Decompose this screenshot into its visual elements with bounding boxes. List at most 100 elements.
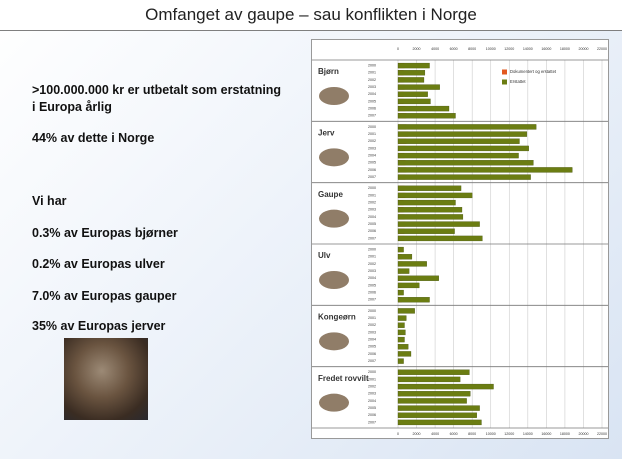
x-tick-label: 18000 bbox=[560, 47, 570, 51]
year-label: 2003 bbox=[368, 146, 376, 150]
year-label: 2000 bbox=[368, 64, 376, 68]
x-tick-label: 20000 bbox=[578, 47, 588, 51]
bar bbox=[397, 174, 531, 180]
group-label: Bjørn bbox=[318, 67, 339, 76]
animal-icon bbox=[319, 148, 349, 167]
bar bbox=[397, 398, 467, 404]
bar bbox=[397, 160, 534, 166]
year-label: 2002 bbox=[368, 139, 376, 143]
bar bbox=[397, 419, 482, 426]
x-tick-label: 4000 bbox=[431, 47, 439, 51]
year-label: 2006 bbox=[368, 413, 376, 417]
bar bbox=[397, 98, 431, 105]
year-label: 2001 bbox=[368, 132, 376, 136]
bar bbox=[397, 369, 470, 375]
year-label: 2000 bbox=[368, 309, 376, 313]
year-label: 2003 bbox=[368, 392, 376, 396]
x-tick-label: 22000 bbox=[597, 47, 607, 51]
year-label: 2004 bbox=[368, 399, 376, 403]
x-tick-label: 14000 bbox=[523, 432, 533, 436]
x-tick-label: 6000 bbox=[450, 47, 458, 51]
bar bbox=[397, 124, 537, 130]
bar bbox=[397, 254, 413, 260]
x-tick-label: 8000 bbox=[468, 432, 476, 436]
year-label: 2004 bbox=[368, 276, 376, 280]
bar bbox=[397, 221, 480, 227]
chart: 0 0 2000 2000 4000 4000 6000 6000 8000 8000 10000 1… bbox=[311, 39, 609, 439]
bar bbox=[397, 185, 462, 191]
year-label: 2002 bbox=[368, 78, 376, 82]
legend-swatch bbox=[502, 69, 507, 75]
bar bbox=[397, 152, 519, 159]
x-tick-label: 18000 bbox=[560, 432, 570, 436]
year-label: 2000 bbox=[368, 248, 376, 252]
year-label: 2000 bbox=[368, 186, 376, 190]
year-label: 2005 bbox=[368, 222, 376, 226]
year-label: 2005 bbox=[368, 161, 376, 165]
x-tick-label: 4000 bbox=[431, 432, 439, 436]
animal-icon bbox=[319, 393, 349, 412]
x-tick-label: 10000 bbox=[486, 47, 496, 51]
bar bbox=[397, 405, 480, 411]
legend-label: Erstattet bbox=[510, 79, 526, 84]
year-label: 2005 bbox=[368, 99, 376, 103]
x-tick-label: 0 bbox=[397, 47, 399, 51]
bar bbox=[397, 315, 407, 321]
year-label: 2003 bbox=[368, 208, 376, 212]
animal-icon bbox=[319, 209, 349, 228]
bar bbox=[397, 62, 430, 69]
bar bbox=[397, 77, 425, 83]
x-tick-label: 14000 bbox=[523, 47, 533, 51]
bar bbox=[397, 358, 404, 364]
x-tick-label: 2000 bbox=[413, 47, 421, 51]
year-label: 2005 bbox=[368, 283, 376, 287]
bar bbox=[397, 412, 477, 418]
year-label: 2001 bbox=[368, 193, 376, 197]
bar bbox=[397, 228, 455, 234]
bar bbox=[397, 138, 520, 144]
year-label: 2000 bbox=[368, 125, 376, 129]
year-label: 2004 bbox=[368, 92, 376, 96]
bar bbox=[397, 246, 404, 253]
bar bbox=[397, 376, 461, 383]
year-label: 2003 bbox=[368, 85, 376, 89]
bar bbox=[397, 322, 405, 328]
bar bbox=[397, 207, 463, 213]
bar bbox=[397, 145, 529, 152]
year-label: 2006 bbox=[368, 291, 376, 295]
legend-swatch bbox=[502, 79, 507, 85]
x-tick-label: 0 bbox=[397, 432, 399, 436]
year-label: 2004 bbox=[368, 215, 376, 219]
bar bbox=[397, 214, 464, 220]
x-tick-label: 12000 bbox=[504, 432, 514, 436]
x-tick-label: 16000 bbox=[541, 47, 551, 51]
bar bbox=[397, 383, 494, 390]
bar bbox=[397, 192, 473, 199]
bar bbox=[397, 261, 427, 267]
year-label: 2006 bbox=[368, 352, 376, 356]
bar bbox=[397, 84, 440, 90]
year-label: 2007 bbox=[368, 114, 376, 118]
x-tick-label: 2000 bbox=[413, 432, 421, 436]
bar bbox=[397, 199, 456, 206]
group-label: Jerv bbox=[318, 128, 335, 137]
year-label: 2001 bbox=[368, 71, 376, 75]
year-label: 2006 bbox=[368, 107, 376, 111]
year-label: 2001 bbox=[368, 316, 376, 320]
year-label: 2005 bbox=[368, 406, 376, 410]
x-tick-label: 6000 bbox=[450, 432, 458, 436]
bar bbox=[397, 70, 426, 76]
year-label: 2005 bbox=[368, 345, 376, 349]
group-label: Gaupe bbox=[318, 190, 343, 199]
group-label: Ulv bbox=[318, 251, 331, 260]
legend-label: Dokumentert og erstattet bbox=[510, 69, 557, 74]
x-tick-label: 16000 bbox=[541, 432, 551, 436]
group-label: Kongeørn bbox=[318, 312, 356, 321]
year-label: 2002 bbox=[368, 323, 376, 327]
year-label: 2003 bbox=[368, 269, 376, 273]
x-tick-label: 20000 bbox=[578, 432, 588, 436]
year-label: 2002 bbox=[368, 201, 376, 205]
slide-title: Omfanget av gaupe – sau konflikten i Nor… bbox=[0, 0, 622, 31]
bullet: >100.000.000 kr er utbetalt som erstatni… bbox=[32, 83, 282, 114]
